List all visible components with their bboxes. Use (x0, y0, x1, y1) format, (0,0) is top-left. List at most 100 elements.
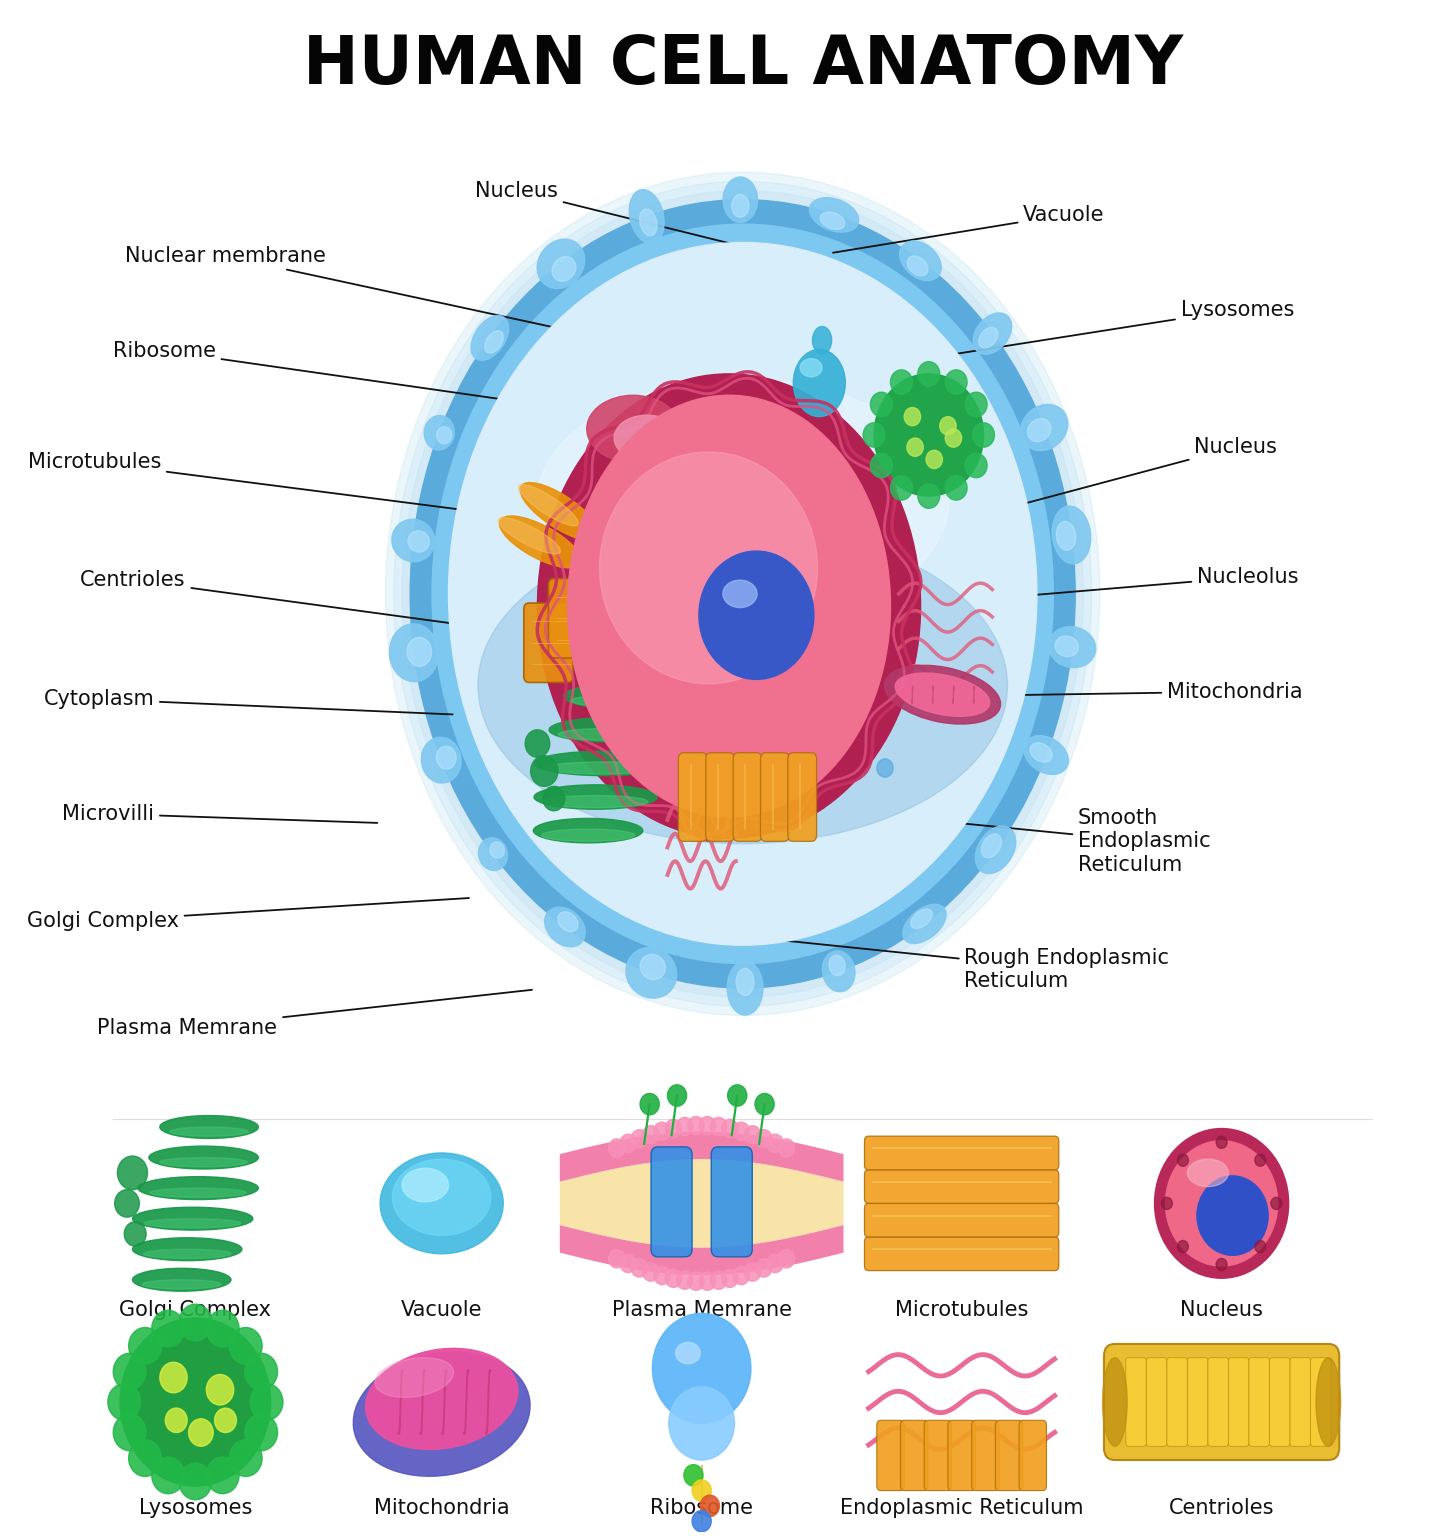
Ellipse shape (910, 909, 933, 929)
Circle shape (870, 453, 893, 478)
Circle shape (778, 1250, 794, 1267)
Circle shape (114, 1190, 139, 1217)
Ellipse shape (813, 327, 831, 353)
Ellipse shape (829, 955, 846, 975)
Ellipse shape (432, 224, 1053, 963)
Ellipse shape (896, 673, 990, 716)
Ellipse shape (534, 819, 643, 843)
FancyBboxPatch shape (788, 753, 817, 842)
Circle shape (1271, 1197, 1282, 1209)
Ellipse shape (1030, 743, 1052, 762)
Ellipse shape (568, 395, 890, 817)
Ellipse shape (824, 561, 867, 579)
Circle shape (166, 1409, 187, 1433)
Circle shape (904, 407, 920, 425)
Ellipse shape (160, 1158, 248, 1167)
Ellipse shape (498, 518, 561, 554)
Circle shape (129, 1439, 162, 1476)
Circle shape (179, 1464, 212, 1499)
Polygon shape (560, 1132, 843, 1181)
Ellipse shape (654, 619, 690, 648)
Ellipse shape (1155, 1129, 1289, 1278)
Ellipse shape (133, 1269, 230, 1292)
Circle shape (684, 1465, 703, 1485)
Ellipse shape (979, 327, 997, 349)
Ellipse shape (793, 349, 846, 416)
Circle shape (620, 1255, 637, 1273)
Ellipse shape (1055, 636, 1079, 656)
Ellipse shape (820, 212, 844, 229)
Ellipse shape (640, 209, 657, 235)
Circle shape (677, 1117, 693, 1135)
FancyBboxPatch shape (947, 1421, 976, 1490)
FancyBboxPatch shape (1311, 1358, 1331, 1447)
Circle shape (645, 770, 665, 791)
Circle shape (664, 682, 685, 707)
Circle shape (946, 476, 967, 501)
Circle shape (700, 1495, 720, 1516)
Text: Nucleus: Nucleus (475, 181, 736, 244)
FancyBboxPatch shape (1166, 1358, 1188, 1447)
Circle shape (1255, 1154, 1266, 1166)
Ellipse shape (538, 373, 920, 839)
Ellipse shape (143, 1249, 230, 1258)
Text: Microvilli: Microvilli (63, 803, 378, 823)
Circle shape (700, 1117, 716, 1135)
Ellipse shape (800, 358, 821, 376)
Circle shape (129, 1327, 162, 1364)
Circle shape (710, 1117, 727, 1135)
Ellipse shape (545, 762, 661, 774)
Ellipse shape (478, 527, 1007, 843)
Circle shape (756, 1094, 774, 1115)
Ellipse shape (545, 908, 585, 946)
Circle shape (677, 1270, 693, 1289)
Circle shape (179, 1304, 212, 1341)
Ellipse shape (394, 181, 1092, 1006)
Circle shape (117, 1157, 147, 1190)
Circle shape (1255, 1241, 1266, 1253)
Ellipse shape (1056, 521, 1076, 550)
Ellipse shape (375, 1358, 454, 1398)
Circle shape (206, 1310, 239, 1347)
Ellipse shape (170, 1127, 249, 1137)
Text: Nucleus: Nucleus (980, 438, 1276, 515)
Text: Cytoplasm: Cytoplasm (43, 690, 452, 714)
Circle shape (653, 1313, 751, 1424)
Text: Smooth
Endoplasmic
Reticulum: Smooth Endoplasmic Reticulum (899, 808, 1211, 874)
Polygon shape (560, 1160, 843, 1247)
Ellipse shape (519, 482, 598, 541)
Ellipse shape (402, 1169, 448, 1201)
Ellipse shape (884, 665, 1000, 723)
Circle shape (643, 1263, 658, 1281)
Circle shape (790, 653, 804, 668)
Circle shape (120, 1318, 270, 1485)
FancyBboxPatch shape (711, 1147, 753, 1256)
Circle shape (926, 450, 943, 468)
Ellipse shape (365, 1349, 518, 1450)
Circle shape (215, 1409, 236, 1433)
FancyBboxPatch shape (877, 1421, 904, 1490)
Ellipse shape (535, 751, 671, 776)
FancyBboxPatch shape (1146, 1358, 1166, 1447)
Text: HUMAN CELL ANATOMY: HUMAN CELL ANATOMY (302, 32, 1183, 98)
Circle shape (634, 542, 655, 567)
Circle shape (681, 578, 695, 593)
Ellipse shape (406, 637, 432, 667)
Ellipse shape (421, 737, 461, 783)
Ellipse shape (982, 834, 1002, 857)
Ellipse shape (1023, 736, 1069, 774)
Circle shape (917, 361, 940, 386)
Ellipse shape (640, 954, 665, 980)
Ellipse shape (550, 717, 673, 742)
Circle shape (113, 1353, 146, 1390)
Ellipse shape (900, 241, 942, 281)
FancyBboxPatch shape (864, 1170, 1059, 1203)
Ellipse shape (544, 796, 648, 808)
Circle shape (640, 1094, 660, 1115)
Ellipse shape (411, 200, 1075, 988)
FancyBboxPatch shape (1188, 1358, 1208, 1447)
Ellipse shape (408, 531, 429, 551)
Circle shape (973, 422, 995, 447)
Ellipse shape (903, 905, 946, 943)
FancyBboxPatch shape (760, 753, 790, 842)
